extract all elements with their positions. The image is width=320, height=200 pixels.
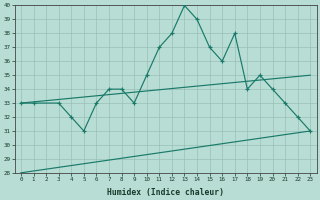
X-axis label: Humidex (Indice chaleur): Humidex (Indice chaleur) <box>107 188 224 197</box>
